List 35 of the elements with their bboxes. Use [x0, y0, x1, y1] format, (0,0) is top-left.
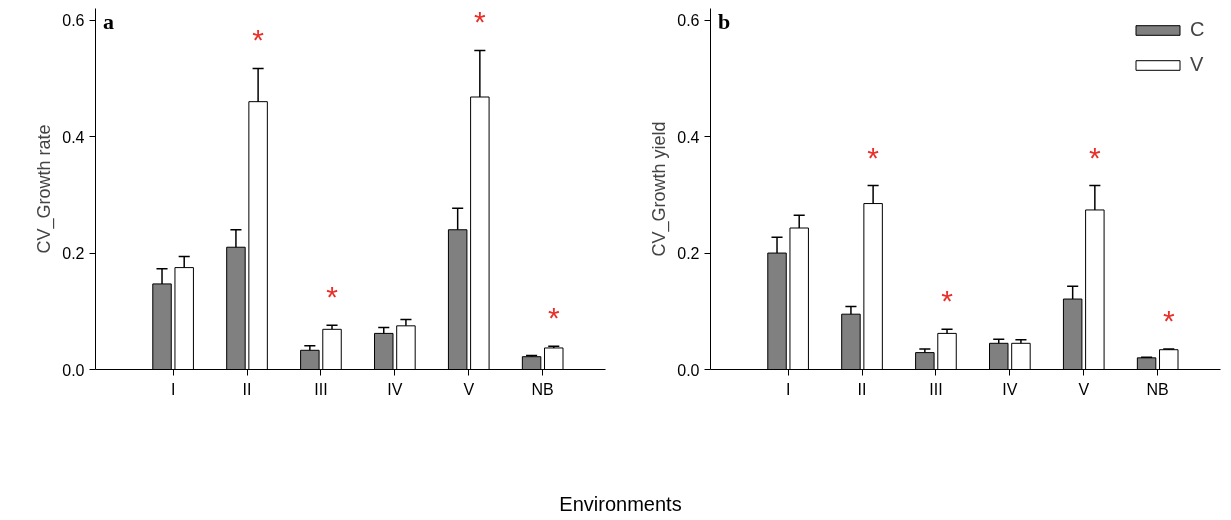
- y-tick-label: 0.0: [62, 361, 85, 379]
- data-label: *: [547, 301, 560, 335]
- chart-title: b: [717, 8, 731, 34]
- y-tick-label: 0.4: [62, 128, 85, 146]
- x-tick-label: NB: [1146, 380, 1169, 398]
- x-tick-label: V: [463, 380, 475, 398]
- data-label: *: [1089, 140, 1102, 174]
- data-label: *: [326, 280, 339, 314]
- x-tick-label: III: [929, 380, 943, 398]
- y-tick-label: 0.2: [677, 245, 700, 263]
- y-tick-label: 0.0: [677, 361, 700, 379]
- y-axis-title: CV_Growth yield: [649, 121, 671, 257]
- data-label: *: [252, 23, 265, 57]
- x-axis-title: Environments: [559, 492, 682, 517]
- y-tick-label: 0.6: [62, 12, 85, 30]
- x-tick-label: IV: [1002, 380, 1018, 398]
- y-axis-title: CV_Growth rate: [34, 124, 56, 254]
- x-tick-label: III: [314, 380, 328, 398]
- data-label: *: [474, 5, 487, 39]
- legend-label: C: [1190, 18, 1206, 41]
- chart-title: a: [102, 8, 114, 34]
- data-label: *: [867, 140, 880, 174]
- x-tick-label: II: [857, 380, 867, 398]
- x-tick-label: I: [785, 380, 791, 398]
- data-label: *: [1162, 304, 1175, 338]
- x-tick-label: IV: [387, 380, 403, 398]
- y-tick-label: 0.4: [677, 128, 700, 146]
- x-tick-label: NB: [531, 380, 554, 398]
- legend-label: V: [1190, 53, 1205, 76]
- x-tick-label: V: [1078, 380, 1090, 398]
- x-tick-label: I: [170, 380, 176, 398]
- y-tick-label: 0.2: [62, 245, 85, 263]
- y-tick-label: 0.6: [677, 12, 700, 30]
- data-label: *: [941, 284, 954, 318]
- x-tick-label: II: [242, 380, 252, 398]
